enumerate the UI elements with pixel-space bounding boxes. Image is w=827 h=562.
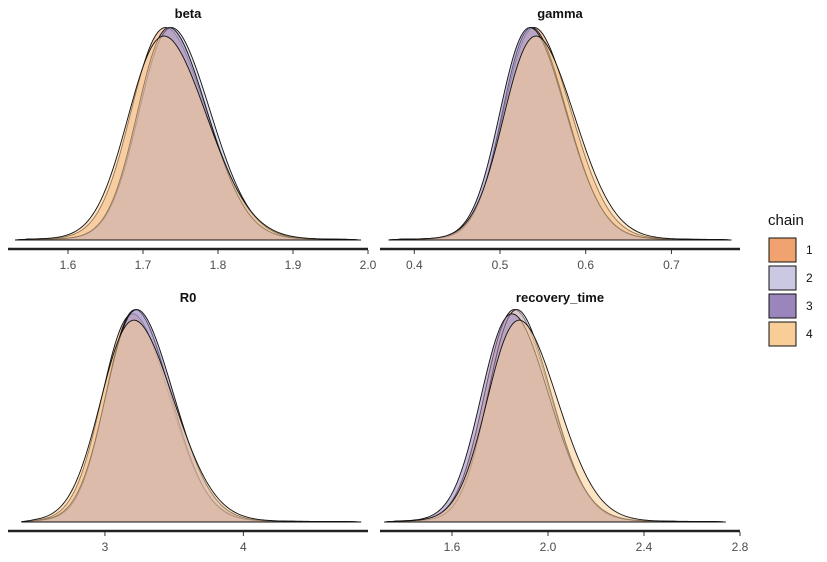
panel-title: gamma — [537, 6, 583, 21]
density-chain-4 — [15, 35, 361, 241]
legend-title: chain — [768, 212, 804, 229]
panel-recovery_time: recovery_time 1.6 2.0 2.4 2.8 — [380, 290, 749, 554]
x-tick-label: 1.8 — [210, 258, 227, 272]
panel-gamma: gamma 0.4 0.5 0.6 0.7 — [380, 6, 740, 272]
x-tick-label: 0.4 — [406, 258, 423, 272]
x-tick-label: 4 — [240, 540, 247, 554]
legend-item-chain-4: 4 — [768, 321, 813, 347]
panel-beta: beta 1.6 1.7 1.8 1.9 2.0 — [8, 6, 377, 272]
panel-title: beta — [175, 6, 203, 21]
x-tick-label: 1.6 — [60, 258, 77, 272]
x-tick-label: 0.6 — [577, 258, 594, 272]
x-tick-label: 2.8 — [732, 540, 749, 554]
x-tick-label: 0.5 — [492, 258, 509, 272]
legend-swatch — [768, 237, 797, 263]
x-tick-label: 1.9 — [285, 258, 302, 272]
legend-label: 3 — [806, 299, 813, 313]
legend-label: 1 — [806, 243, 813, 257]
legend-swatch — [768, 321, 797, 347]
x-tick-label: 2.0 — [360, 258, 377, 272]
panel-R0: R0 3 4 — [8, 290, 368, 554]
legend-items: 1 2 3 4 — [768, 237, 813, 347]
x-tick-label: 2.0 — [540, 540, 557, 554]
legend-item-chain-2: 2 — [768, 265, 813, 291]
density-chain-4 — [388, 35, 732, 241]
legend-label: 4 — [806, 327, 813, 341]
panel-title: R0 — [180, 290, 197, 305]
legend-item-chain-3: 3 — [768, 293, 813, 319]
legend: chain 1 2 3 4 — [768, 212, 813, 347]
x-tick-label: 3 — [102, 540, 109, 554]
legend-swatch — [768, 293, 797, 319]
density-chain-4 — [384, 319, 726, 523]
legend-label: 2 — [806, 271, 813, 285]
legend-swatch — [768, 265, 797, 291]
x-tick-label: 1.6 — [444, 540, 461, 554]
x-tick-label: 1.7 — [135, 258, 152, 272]
legend-item-chain-1: 1 — [768, 237, 813, 263]
panels: beta 1.6 1.7 1.8 1.9 2.0 gamma 0.4 0.5 0.6 0.7 R0 3 4… — [8, 6, 749, 554]
x-tick-label: 2.4 — [636, 540, 653, 554]
density-chain-4 — [21, 319, 362, 523]
panel-title: recovery_time — [516, 290, 604, 305]
x-tick-label: 0.7 — [663, 258, 680, 272]
